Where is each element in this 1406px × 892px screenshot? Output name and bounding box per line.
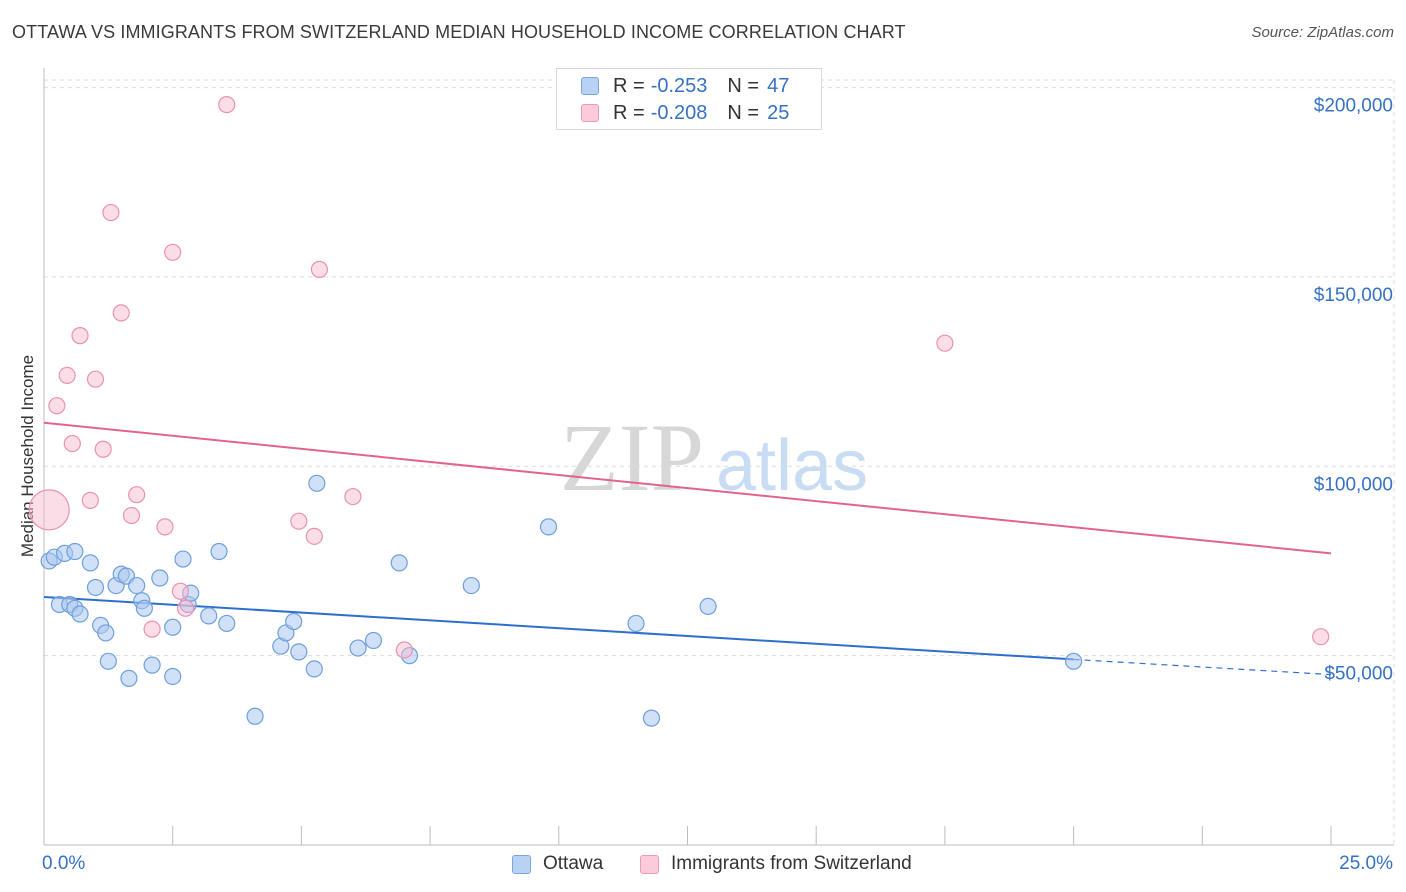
ottawa-trend-line	[43, 595, 1074, 661]
ottawa-point	[364, 631, 383, 650]
ottawa-point	[349, 639, 367, 657]
watermark-zip: ZIP	[560, 404, 704, 511]
ottawa-point	[462, 576, 480, 595]
n-value: 25	[767, 101, 790, 124]
switzerland-point	[122, 506, 141, 525]
legend-label-switzerland: Immigrants from Switzerland	[671, 853, 912, 874]
ottawa-point	[246, 707, 264, 725]
switzerland-trend-line	[43, 421, 1332, 555]
ottawa-point	[135, 599, 153, 617]
switzerland-point	[156, 518, 174, 536]
switzerland-point	[94, 440, 112, 458]
switzerland-point	[143, 620, 161, 638]
ottawa-point	[218, 614, 236, 633]
y-tick-label: $200,000	[1314, 96, 1393, 117]
legend-item-ottawa[interactable]: Ottawa	[512, 852, 603, 876]
switzerland-point	[395, 641, 413, 659]
ottawa-point	[81, 554, 99, 572]
legend-row-ottawa: R = -0.253 N = 47	[581, 74, 789, 98]
switzerland-point	[128, 486, 146, 504]
switzerland-point	[63, 434, 81, 453]
switzerland-point	[310, 260, 329, 278]
switzerland-point	[290, 512, 308, 530]
ottawa-point	[539, 518, 558, 536]
ottawa-point	[66, 542, 84, 561]
ottawa-point	[120, 669, 138, 687]
ottawa-trend-extension	[1073, 658, 1332, 676]
ottawa-point	[128, 576, 146, 595]
ottawa-point	[627, 614, 645, 633]
ottawa-point	[308, 474, 326, 492]
y-tick-label: $150,000	[1314, 285, 1393, 306]
switzerland-point	[48, 397, 66, 415]
switzerland-point	[1312, 628, 1330, 646]
r-label: R =	[613, 74, 645, 97]
switzerland-point	[176, 599, 195, 617]
switzerland-point	[344, 487, 362, 506]
data-points	[28, 96, 1330, 727]
ottawa-point	[390, 554, 408, 572]
switzerland-point	[86, 370, 105, 388]
switzerland-point	[58, 366, 76, 384]
ottawa-point	[1064, 652, 1083, 670]
ottawa-point	[210, 542, 228, 561]
ottawa-point	[642, 709, 661, 727]
watermark: ZIP atlas	[560, 404, 868, 511]
switzerland-swatch	[640, 854, 659, 874]
ottawa-point	[99, 652, 117, 670]
ottawa-point	[699, 597, 717, 616]
ottawa-point	[290, 643, 308, 661]
legend-item-switzerland[interactable]: Immigrants from Switzerland	[640, 852, 912, 876]
switzerland-point	[71, 327, 89, 345]
ottawa-point	[151, 569, 169, 587]
source-label: Source: ZipAtlas.com	[1251, 24, 1394, 41]
legend-row-switzerland: R = -0.208 N = 25	[581, 101, 789, 125]
ottawa-point	[143, 656, 161, 674]
legend-label-ottawa: Ottawa	[543, 853, 604, 874]
ottawa-point	[305, 660, 323, 678]
ottawa-swatch	[512, 854, 531, 874]
chart-title: OTTAWA VS IMMIGRANTS FROM SWITZERLAND ME…	[12, 22, 906, 42]
trend-lines	[43, 421, 1332, 676]
r-value: -0.253	[650, 74, 708, 97]
ottawa-point	[174, 550, 192, 568]
ottawa-point	[285, 612, 303, 631]
axes	[43, 68, 1394, 846]
n-value: 47	[767, 74, 790, 97]
y-tick-label: $50,000	[1324, 664, 1393, 685]
switzerland-point	[164, 243, 182, 261]
y-tick-label: $100,000	[1314, 474, 1393, 495]
ottawa-point	[86, 578, 105, 597]
tick-labels: $50,000 $100,000 $150,000 $200,000 0.0% 25.0%	[42, 96, 1393, 874]
ottawa-point	[200, 607, 218, 625]
switzerland-point	[112, 304, 130, 322]
ottawa-point	[71, 605, 89, 623]
n-label: N =	[727, 74, 760, 97]
switzerland-point	[305, 527, 323, 545]
switzerland-point	[81, 491, 99, 509]
switzerland-point	[28, 489, 70, 531]
r-label: R =	[613, 101, 645, 124]
ottawa-point	[164, 667, 182, 686]
x-tick-label: 25.0%	[1339, 853, 1393, 874]
switzerland-point	[218, 96, 236, 114]
r-value: -0.208	[650, 101, 708, 124]
n-label: N =	[727, 101, 760, 124]
switzerland-point	[171, 582, 190, 600]
ottawa-swatch	[581, 77, 599, 95]
switzerland-point	[102, 203, 120, 222]
x-tick-label: 0.0%	[42, 853, 85, 874]
switzerland-point	[936, 334, 954, 352]
ottawa-point	[97, 624, 115, 642]
correlation-legend: R = -0.253 N = 47 R = -0.208 N = 25	[556, 68, 822, 130]
ottawa-point	[164, 618, 182, 636]
switzerland-swatch	[581, 104, 599, 122]
